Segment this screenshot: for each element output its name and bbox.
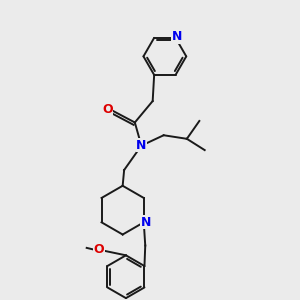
Text: N: N: [172, 31, 182, 44]
Text: O: O: [102, 103, 113, 116]
Text: O: O: [94, 244, 104, 256]
Text: N: N: [141, 216, 151, 229]
Text: N: N: [136, 139, 147, 152]
